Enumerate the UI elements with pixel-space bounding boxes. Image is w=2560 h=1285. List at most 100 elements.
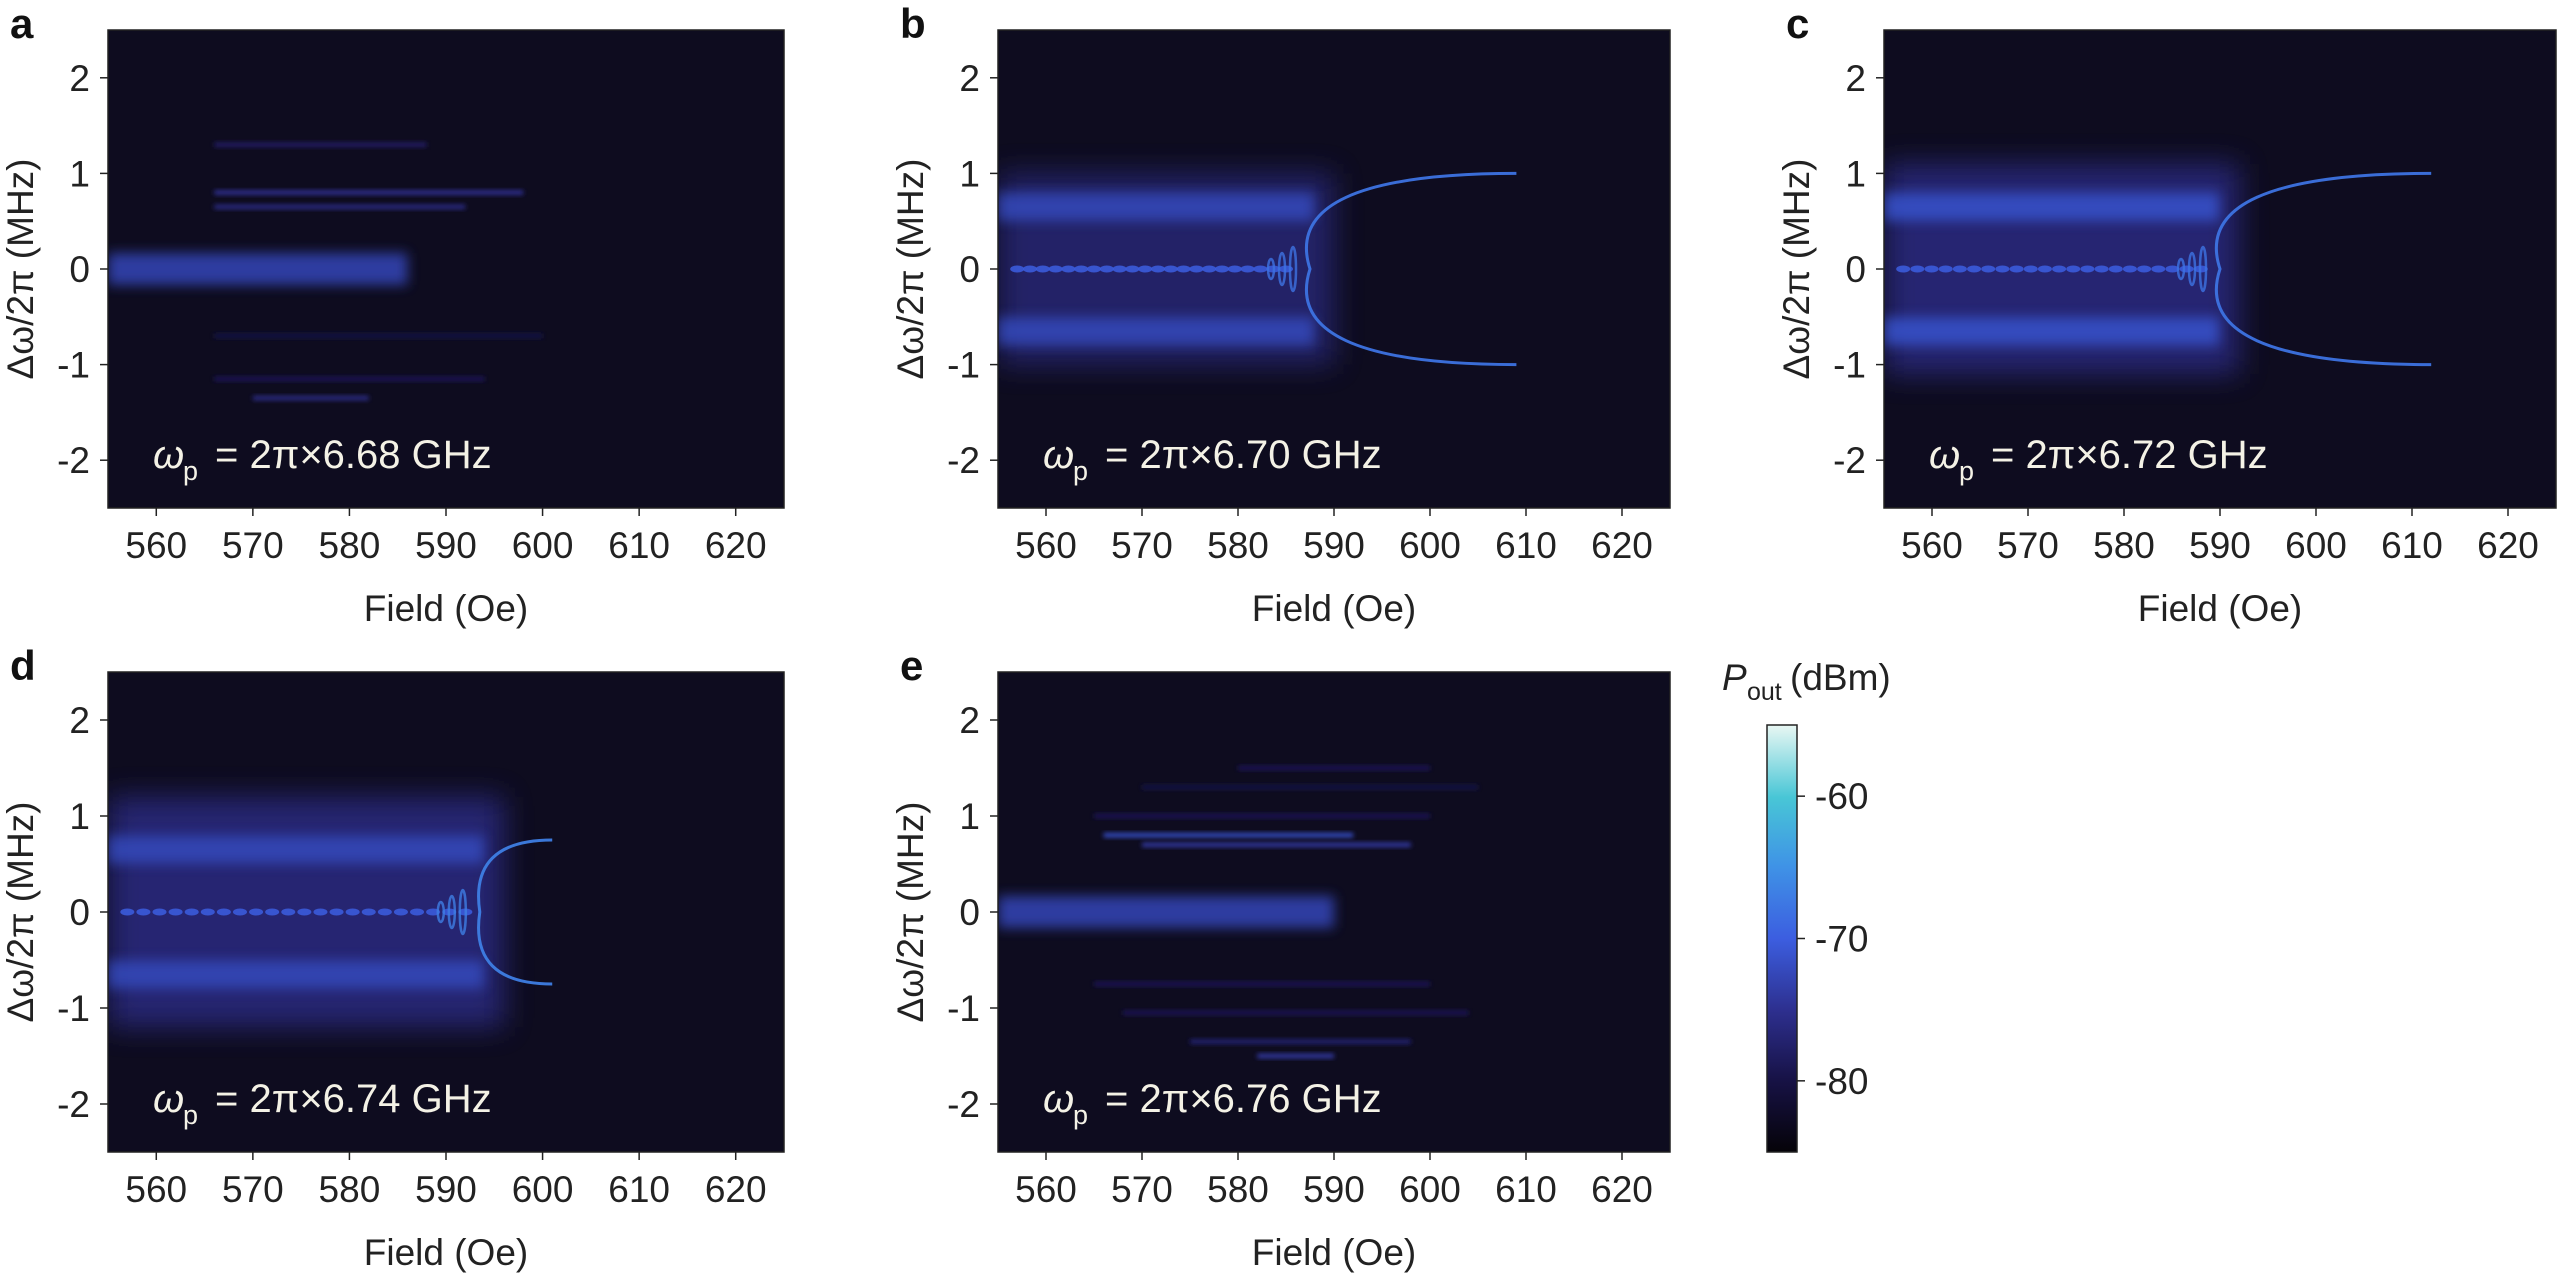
y-tick-label: 0 xyxy=(69,249,90,290)
x-tick-label: 610 xyxy=(2381,525,2443,566)
colorbar-tick-label: -60 xyxy=(1815,776,1868,817)
x-axis-label: Field (Oe) xyxy=(1252,1232,1416,1273)
side-band-2 xyxy=(108,960,484,989)
x-tick-label: 600 xyxy=(512,1169,574,1210)
x-tick-label: 610 xyxy=(608,1169,670,1210)
center-dot xyxy=(329,908,344,916)
center-dot xyxy=(2137,265,2152,273)
pump-frequency-annotation: ωp = 2π×6.74 GHz xyxy=(153,1077,492,1130)
center-dot xyxy=(2080,265,2095,273)
center-dot xyxy=(249,908,264,916)
center-dot xyxy=(1138,265,1153,273)
center-dot xyxy=(1151,265,1165,273)
center-dot xyxy=(216,908,231,916)
ann-text: = 2π×6.74 GHz xyxy=(215,1077,492,1121)
x-axis: 560 570 580 590 600 610 620 Field (Oe) xyxy=(1901,508,2539,629)
side-line-5 xyxy=(1142,842,1411,848)
center-dot xyxy=(1967,265,1982,273)
y-axis: -2 -1 0 1 2 Δω/2π (MHz) xyxy=(890,58,998,481)
center-dot xyxy=(1074,265,1089,273)
center-dot xyxy=(1048,265,1063,273)
center-dot xyxy=(2179,265,2194,273)
center-dot xyxy=(184,908,199,916)
y-tick-label: 1 xyxy=(959,153,980,194)
pump-frequency-annotation: ωp = 2π×6.70 GHz xyxy=(1043,433,1382,486)
colorbar-title-symbol: P xyxy=(1722,657,1747,698)
colorbar-title-unit: (dBm) xyxy=(1790,657,1891,698)
side-line-4 xyxy=(1103,832,1354,838)
panel-c: 560 570 580 590 600 610 620 Field (Oe) -2 -1 0 1 2 Δω… xyxy=(1776,0,2557,629)
side-line-1 xyxy=(214,142,427,148)
center-dot xyxy=(2122,265,2137,273)
x-tick-label: 620 xyxy=(2477,525,2539,566)
x-tick-label: 600 xyxy=(2285,525,2347,566)
x-tick-label: 560 xyxy=(125,525,187,566)
x-tick-label: 560 xyxy=(125,1169,187,1210)
side-line-8 xyxy=(1190,1039,1411,1045)
center-dot xyxy=(2108,265,2123,273)
arc-fringe xyxy=(2187,251,2197,287)
y-tick-label: -1 xyxy=(947,988,980,1029)
side-band-1 xyxy=(108,835,484,864)
center-dot xyxy=(232,908,247,916)
panel-label: a xyxy=(10,0,34,47)
ann-text: = 2π×6.76 GHz xyxy=(1105,1077,1382,1121)
ann-symbol: ω xyxy=(153,1077,184,1121)
x-tick-label: 580 xyxy=(1207,1169,1269,1210)
side-line-6 xyxy=(1094,981,1430,987)
center-dot xyxy=(2165,265,2180,273)
panel-b: 560 570 580 590 600 610 620 Field (Oe) -2 -1 0 1 2 Δω… xyxy=(890,0,1671,629)
x-tick-label: 570 xyxy=(222,525,284,566)
center-dot xyxy=(136,908,151,916)
center-dot xyxy=(1253,265,1268,273)
arc-fringe xyxy=(1288,245,1298,293)
side-band-2 xyxy=(998,317,1314,346)
x-tick-label: 620 xyxy=(705,525,767,566)
arc-fringe xyxy=(447,894,457,930)
y-tick-label: 1 xyxy=(1845,153,1866,194)
x-tick-label: 570 xyxy=(222,1169,284,1210)
side-line-7 xyxy=(1122,1010,1469,1016)
arc-fringe xyxy=(2198,245,2208,293)
y-tick-label: 2 xyxy=(1845,58,1866,99)
heatmap xyxy=(1884,163,2432,375)
center-dot xyxy=(2151,265,2166,273)
side-line-2 xyxy=(214,190,524,196)
y-tick-label: 0 xyxy=(69,892,90,933)
x-tick-label: 570 xyxy=(1997,525,2059,566)
colorbar-tick-label: -80 xyxy=(1815,1061,1868,1102)
x-tick-label: 570 xyxy=(1111,525,1173,566)
center-dot xyxy=(120,908,135,916)
y-tick-label: -1 xyxy=(1833,345,1866,386)
center-dot xyxy=(1952,265,1967,273)
ann-subscript: p xyxy=(183,456,198,486)
y-tick-label: 2 xyxy=(69,58,90,99)
center-dot xyxy=(2023,265,2038,273)
colorbar: -60 -70 -80 P out (dBm) xyxy=(1722,657,1891,1153)
x-tick-label: 610 xyxy=(1495,525,1557,566)
x-tick-label: 570 xyxy=(1111,1169,1173,1210)
center-dot xyxy=(1023,265,1037,273)
side-line-1 xyxy=(1238,765,1430,771)
side-line-4 xyxy=(214,333,543,339)
ann-subscript: p xyxy=(1073,1100,1088,1130)
x-axis: 560 570 580 590 600 610 620 Field (Oe) xyxy=(1015,508,1653,629)
heatmap xyxy=(998,171,1517,367)
side-line-3 xyxy=(214,204,466,210)
ann-symbol: ω xyxy=(1043,1077,1074,1121)
heatmap xyxy=(108,142,543,401)
center-dot xyxy=(1010,265,1025,273)
pump-frequency-annotation: ωp = 2π×6.68 GHz xyxy=(153,433,492,486)
y-tick-label: 2 xyxy=(959,58,980,99)
center-dot xyxy=(1896,265,1911,273)
x-tick-label: 600 xyxy=(1399,525,1461,566)
x-tick-label: 560 xyxy=(1015,525,1077,566)
colorbar-tick-label: -70 xyxy=(1815,919,1868,960)
center-dot xyxy=(1125,265,1140,273)
y-axis: -2 -1 0 1 2 Δω/2π (MHz) xyxy=(0,58,108,481)
panel-label: e xyxy=(900,642,923,689)
center-dot xyxy=(1163,265,1178,273)
y-tick-label: -1 xyxy=(57,345,90,386)
side-band-1 xyxy=(1884,192,2220,221)
x-tick-label: 560 xyxy=(1015,1169,1077,1210)
